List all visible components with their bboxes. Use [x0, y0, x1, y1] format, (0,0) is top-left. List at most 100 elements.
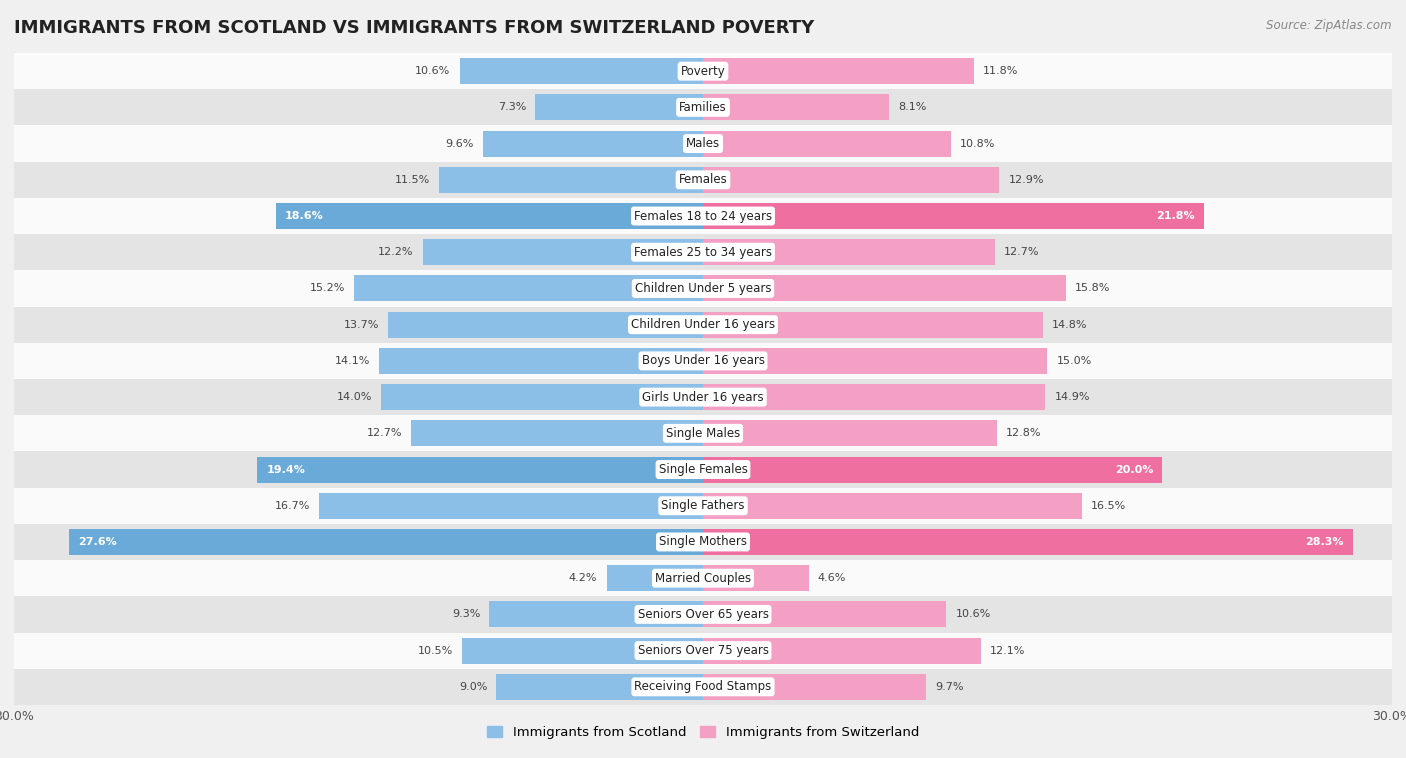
Bar	[69, 529, 703, 555]
Bar	[14, 126, 1392, 161]
Text: 18.6%: 18.6%	[285, 211, 323, 221]
Text: Poverty: Poverty	[681, 64, 725, 77]
Bar	[703, 94, 889, 121]
Bar	[439, 167, 703, 193]
Bar	[412, 420, 703, 446]
Text: Girls Under 16 years: Girls Under 16 years	[643, 390, 763, 403]
Bar	[703, 637, 981, 664]
Bar	[14, 234, 1392, 271]
Text: 12.1%: 12.1%	[990, 646, 1025, 656]
Text: 20.0%: 20.0%	[1115, 465, 1153, 475]
Bar	[14, 89, 1392, 126]
Bar	[14, 597, 1392, 632]
Text: 12.7%: 12.7%	[367, 428, 402, 438]
Text: 16.5%: 16.5%	[1091, 501, 1126, 511]
Text: 21.8%: 21.8%	[1156, 211, 1195, 221]
Bar	[14, 415, 1392, 452]
Bar	[703, 384, 1045, 410]
Text: 9.6%: 9.6%	[444, 139, 474, 149]
Text: Receiving Food Stamps: Receiving Food Stamps	[634, 681, 772, 694]
Bar	[703, 529, 1353, 555]
Text: 15.8%: 15.8%	[1076, 283, 1111, 293]
Bar	[14, 271, 1392, 306]
Text: 14.9%: 14.9%	[1054, 392, 1090, 402]
Bar	[703, 275, 1066, 302]
Text: 9.3%: 9.3%	[451, 609, 481, 619]
Bar	[380, 348, 703, 374]
Text: Children Under 16 years: Children Under 16 years	[631, 318, 775, 331]
Bar	[14, 452, 1392, 487]
Bar	[354, 275, 703, 302]
Text: Seniors Over 75 years: Seniors Over 75 years	[637, 644, 769, 657]
Text: 14.0%: 14.0%	[337, 392, 373, 402]
Bar	[14, 632, 1392, 669]
Text: 12.9%: 12.9%	[1008, 175, 1043, 185]
Text: 9.0%: 9.0%	[458, 682, 486, 692]
Bar	[388, 312, 703, 338]
Bar	[257, 456, 703, 483]
Text: 28.3%: 28.3%	[1305, 537, 1344, 547]
Bar	[703, 456, 1163, 483]
Bar	[703, 348, 1047, 374]
Bar	[14, 669, 1392, 705]
Text: IMMIGRANTS FROM SCOTLAND VS IMMIGRANTS FROM SWITZERLAND POVERTY: IMMIGRANTS FROM SCOTLAND VS IMMIGRANTS F…	[14, 19, 814, 37]
Text: Families: Families	[679, 101, 727, 114]
Text: Females: Females	[679, 174, 727, 186]
Text: Source: ZipAtlas.com: Source: ZipAtlas.com	[1267, 19, 1392, 32]
Bar	[606, 565, 703, 591]
Bar	[14, 524, 1392, 560]
Bar	[460, 58, 703, 84]
Text: 11.5%: 11.5%	[395, 175, 430, 185]
Text: Boys Under 16 years: Boys Under 16 years	[641, 355, 765, 368]
Text: 27.6%: 27.6%	[79, 537, 117, 547]
Bar	[14, 379, 1392, 415]
Text: 15.0%: 15.0%	[1057, 356, 1092, 366]
Text: Married Couples: Married Couples	[655, 572, 751, 584]
Text: Females 18 to 24 years: Females 18 to 24 years	[634, 209, 772, 223]
Bar	[703, 312, 1043, 338]
Bar	[14, 53, 1392, 89]
Text: Single Fathers: Single Fathers	[661, 500, 745, 512]
Text: 12.2%: 12.2%	[378, 247, 413, 257]
Text: 10.8%: 10.8%	[960, 139, 995, 149]
Bar	[703, 167, 1000, 193]
Bar	[536, 94, 703, 121]
Text: 19.4%: 19.4%	[267, 465, 305, 475]
Bar	[703, 493, 1083, 518]
Bar	[319, 493, 703, 518]
Text: 15.2%: 15.2%	[309, 283, 344, 293]
Text: 7.3%: 7.3%	[498, 102, 526, 112]
Bar	[14, 161, 1392, 198]
Legend: Immigrants from Scotland, Immigrants from Switzerland: Immigrants from Scotland, Immigrants fro…	[481, 720, 925, 744]
Bar	[703, 130, 950, 157]
Bar	[14, 306, 1392, 343]
Text: Single Males: Single Males	[666, 427, 740, 440]
Bar	[496, 674, 703, 700]
Bar	[703, 58, 974, 84]
Text: Children Under 5 years: Children Under 5 years	[634, 282, 772, 295]
Bar	[489, 601, 703, 628]
Bar	[461, 637, 703, 664]
Bar	[14, 487, 1392, 524]
Bar	[482, 130, 703, 157]
Text: Seniors Over 65 years: Seniors Over 65 years	[637, 608, 769, 621]
Bar	[703, 565, 808, 591]
Text: Females 25 to 34 years: Females 25 to 34 years	[634, 246, 772, 258]
Text: 12.8%: 12.8%	[1007, 428, 1042, 438]
Text: 4.2%: 4.2%	[569, 573, 598, 583]
Bar	[423, 240, 703, 265]
Text: 9.7%: 9.7%	[935, 682, 963, 692]
Text: 14.8%: 14.8%	[1052, 320, 1088, 330]
Text: 10.6%: 10.6%	[415, 66, 450, 76]
Text: Males: Males	[686, 137, 720, 150]
Text: 10.6%: 10.6%	[956, 609, 991, 619]
Bar	[703, 674, 925, 700]
Text: Single Females: Single Females	[658, 463, 748, 476]
Bar	[703, 420, 997, 446]
Bar	[14, 343, 1392, 379]
Text: 11.8%: 11.8%	[983, 66, 1018, 76]
Bar	[276, 203, 703, 229]
Text: 4.6%: 4.6%	[818, 573, 846, 583]
Text: Single Mothers: Single Mothers	[659, 535, 747, 549]
Bar	[703, 240, 994, 265]
